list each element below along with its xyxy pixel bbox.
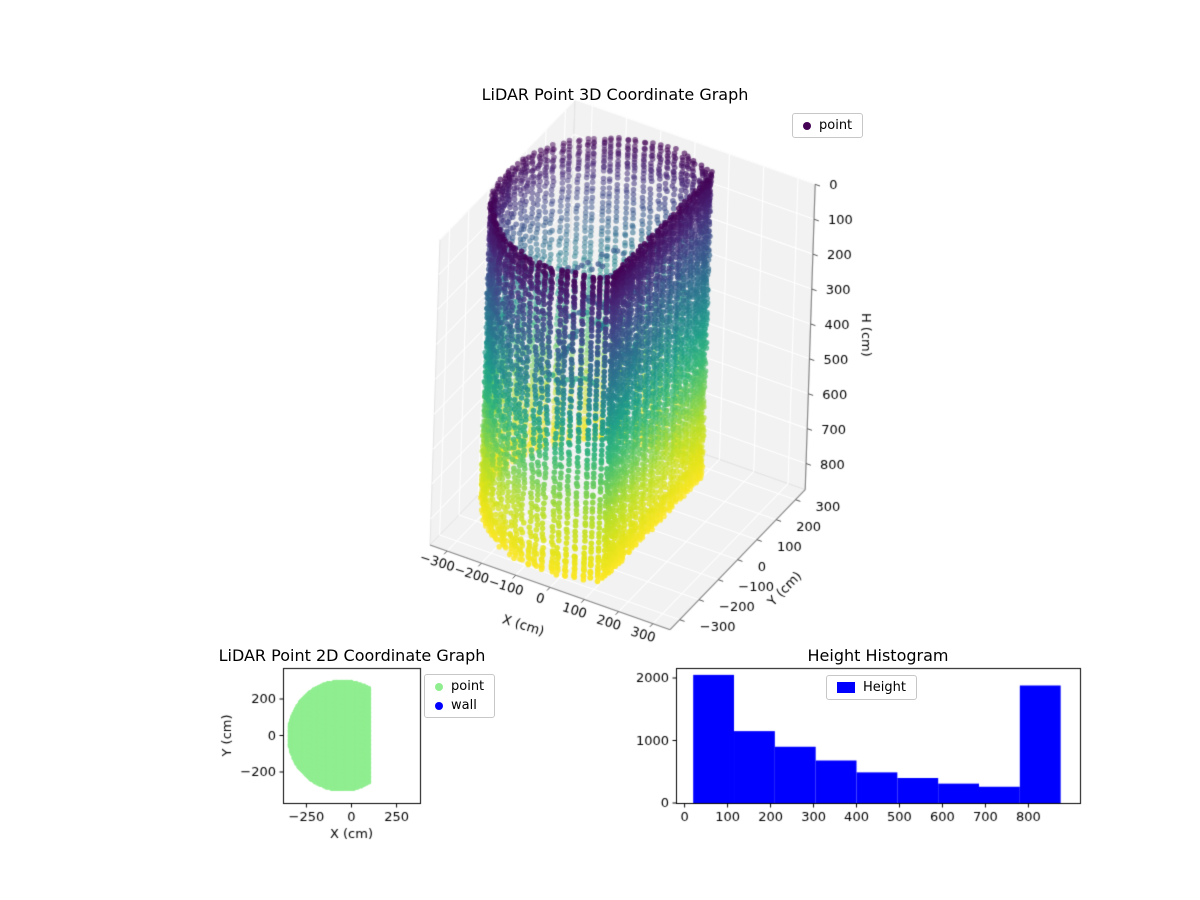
histogram-legend: Height xyxy=(826,675,917,700)
legend-item-height: Height xyxy=(837,680,906,695)
legend-label: point xyxy=(819,118,853,133)
point-marker-icon xyxy=(803,121,811,130)
legend-label: point xyxy=(451,679,485,694)
plot2d-title: LiDAR Point 2D Coordinate Graph xyxy=(218,646,486,665)
legend-label: Height xyxy=(863,680,906,695)
legend-label: wall xyxy=(451,698,477,713)
wall-marker-icon xyxy=(435,701,443,710)
plot3d-title: LiDAR Point 3D Coordinate Graph xyxy=(481,85,749,104)
legend-item-point: point xyxy=(435,679,484,694)
histogram-title: Height Histogram xyxy=(807,646,949,665)
legend-item-point: point xyxy=(803,118,852,133)
legend-item-wall: wall xyxy=(435,698,484,713)
plot2d-legend: point wall xyxy=(424,674,496,718)
plot3d-legend: point xyxy=(792,113,864,138)
point-marker-icon xyxy=(435,682,443,691)
height-patch-icon xyxy=(837,682,855,693)
